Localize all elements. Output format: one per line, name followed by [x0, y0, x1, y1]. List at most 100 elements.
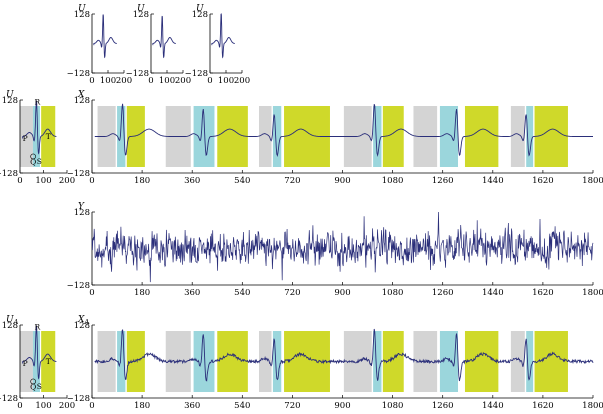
xtick-label: 540: [234, 288, 250, 298]
axis-name-u2: U: [137, 4, 145, 14]
xtick-label: 1440: [482, 176, 504, 186]
ytick-label: −128: [185, 69, 208, 79]
axis-name-sub: A: [13, 318, 19, 326]
segment-xa-1: [117, 331, 126, 392]
segment-x-10: [373, 106, 382, 167]
axis-name-y: Y: [78, 202, 85, 212]
axis-name-um: U: [6, 90, 14, 100]
segment-xa-10: [373, 331, 382, 392]
xtick-label: 200: [175, 76, 191, 86]
q-marker: [30, 378, 36, 385]
xtick-label: 200: [234, 76, 250, 86]
ytick-label: 128: [74, 321, 90, 331]
segment-xa-6: [259, 331, 272, 392]
axis-name-u1: U: [78, 4, 86, 14]
ytick-label: 128: [74, 96, 90, 106]
xtick-label: 180: [134, 176, 150, 186]
series-line-u2: [152, 15, 176, 59]
xtick-label: 0: [89, 176, 94, 186]
segment-xa-14: [464, 331, 499, 392]
xtick-label: 100: [159, 76, 175, 86]
segment-xa-15: [510, 331, 525, 392]
xtick-label: 180: [134, 401, 150, 411]
segment-ua-2: [41, 331, 56, 392]
ytick-label: −128: [126, 69, 149, 79]
axis-name-main: U: [196, 4, 204, 14]
ytick-label: 128: [192, 10, 208, 20]
segment-x-4: [193, 106, 215, 167]
xtick-label: 100: [100, 76, 116, 86]
wave-label: Q: [30, 382, 36, 391]
wave-label: P: [23, 134, 28, 143]
axis-name-main: U: [6, 315, 14, 325]
segment-x-7: [272, 106, 282, 167]
segment-ua-1: [32, 331, 40, 392]
series-line-xa: [94, 328, 594, 382]
xtick-label: 100: [35, 401, 51, 411]
xtick-label: 200: [59, 401, 75, 411]
segment-um-2: [41, 106, 56, 167]
wave-label: R: [35, 323, 41, 332]
segment-x-14: [464, 106, 499, 167]
ytick-label: −128: [67, 281, 90, 291]
xtick-label: 900: [334, 176, 350, 186]
segment-x-6: [259, 106, 272, 167]
axis-name-main: U: [78, 4, 86, 14]
ytick-label: −128: [67, 69, 90, 79]
wave-label: P: [23, 359, 28, 368]
segment-x-11: [382, 106, 404, 167]
xtick-label: 1080: [382, 176, 404, 186]
xtick-label: 720: [284, 176, 300, 186]
series-line-um: [22, 100, 57, 155]
segment-xa-11: [382, 331, 404, 392]
segment-x-16: [526, 106, 534, 167]
xtick-label: 0: [148, 76, 153, 86]
series-line-u3: [211, 13, 235, 59]
axis-name-x: X: [77, 90, 85, 100]
xtick-label: 180: [134, 288, 150, 298]
ytick-label: 128: [74, 10, 90, 20]
segment-xa-17: [534, 331, 568, 392]
wave-label: Q: [30, 157, 36, 166]
series-line-u1: [93, 14, 117, 59]
xtick-label: 1800: [582, 401, 603, 411]
segment-x-1: [117, 106, 126, 167]
xtick-label: 1800: [582, 176, 603, 186]
ytick-label: −128: [67, 394, 90, 404]
segment-xa-16: [526, 331, 534, 392]
axis-name-main: X: [77, 315, 85, 325]
segment-xa-7: [272, 331, 282, 392]
ytick-label: −128: [0, 394, 18, 404]
xtick-label: 1260: [432, 288, 454, 298]
xtick-label: 1440: [482, 401, 504, 411]
xtick-label: 900: [334, 401, 350, 411]
xtick-label: 100: [218, 76, 234, 86]
segment-xa-5: [217, 331, 248, 392]
ytick-label: 128: [133, 10, 149, 20]
xtick-label: 0: [17, 401, 22, 411]
series-line-ua: [22, 325, 57, 380]
xtick-label: 540: [234, 176, 250, 186]
xtick-label: 1080: [382, 401, 404, 411]
axis-name-main: U: [6, 90, 14, 100]
ytick-label: 128: [2, 96, 18, 106]
xtick-label: 0: [89, 401, 94, 411]
segment-um-1: [32, 106, 40, 167]
xtick-label: 200: [59, 176, 75, 186]
segment-um-0: [20, 106, 33, 167]
xtick-label: 1800: [582, 288, 603, 298]
ytick-label: 128: [74, 208, 90, 218]
xtick-label: 1620: [532, 401, 554, 411]
series-line-y: [91, 211, 594, 283]
series-line-x: [94, 103, 593, 158]
segment-xa-4: [193, 331, 215, 392]
segment-x-13: [439, 106, 459, 167]
xtick-label: 1440: [482, 288, 504, 298]
xtick-label: 720: [284, 288, 300, 298]
